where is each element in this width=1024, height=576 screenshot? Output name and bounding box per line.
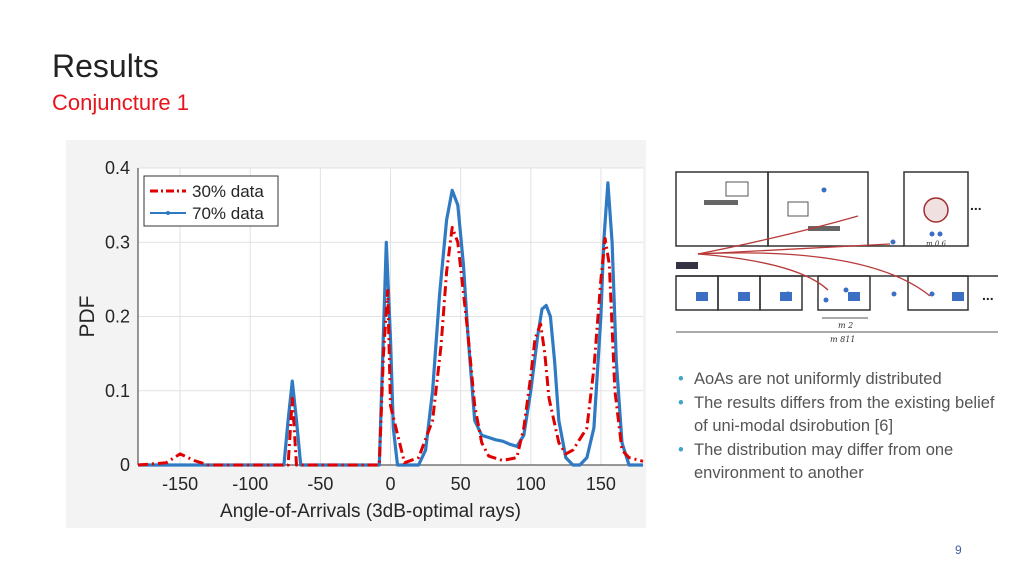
office-4 bbox=[817, 275, 871, 311]
page-number: 9 bbox=[955, 543, 962, 557]
ellipsis-lower: ... bbox=[982, 287, 994, 303]
whiteboard-icon bbox=[787, 201, 809, 217]
chair-icon bbox=[780, 292, 792, 301]
user-dot bbox=[937, 231, 943, 237]
pdf-chart: -150 -100 -50 0 50 100 150 0 0.1 0.2 0.3 0.4 Angle-o… bbox=[66, 140, 646, 528]
slide-title: Results bbox=[52, 48, 159, 84]
dimension-room-label: m 0 6 bbox=[926, 240, 947, 248]
legend-marker-70 bbox=[166, 211, 170, 215]
bullet-list: AoAs are not uniformly distributed The r… bbox=[676, 368, 1006, 486]
room-1 bbox=[675, 171, 769, 247]
x-tick-label: 150 bbox=[586, 474, 616, 494]
signal-arrow bbox=[697, 253, 829, 291]
router-icon bbox=[676, 262, 698, 269]
user-dot bbox=[929, 291, 935, 297]
user-dot bbox=[891, 291, 897, 297]
legend-label-70: 70% data bbox=[192, 204, 264, 223]
user-dot bbox=[823, 297, 829, 303]
legend-box bbox=[143, 175, 279, 227]
dimension-large-label: m 811 bbox=[830, 335, 855, 344]
x-tick-label: 100 bbox=[516, 474, 546, 494]
signal-arrow bbox=[697, 252, 931, 297]
series-line-30 bbox=[137, 225, 644, 467]
chair-icon bbox=[952, 292, 964, 301]
office-3 bbox=[759, 275, 803, 311]
bullet-item: The results differs from the existing be… bbox=[676, 392, 1006, 439]
chair-icon bbox=[848, 292, 860, 301]
room-2 bbox=[767, 171, 869, 247]
bullet-item: AoAs are not uniformly distributed bbox=[676, 368, 1006, 392]
y-tick-label: 0 bbox=[120, 455, 130, 475]
x-tick-label: -150 bbox=[162, 474, 198, 494]
slide-subtitle: Conjuncture 1 bbox=[52, 90, 189, 115]
legend-label-30: 30% data bbox=[192, 182, 264, 201]
meeting-table-icon bbox=[923, 197, 949, 223]
series-line-70 bbox=[138, 181, 643, 467]
y-axis-label: PDF bbox=[76, 296, 99, 338]
x-tick-label: 50 bbox=[451, 474, 471, 494]
y-tick-label: 0.1 bbox=[105, 381, 130, 401]
ellipsis-upper: ... bbox=[970, 197, 982, 213]
y-tick-label: 0.2 bbox=[105, 307, 130, 327]
user-dot bbox=[929, 231, 935, 237]
user-dot bbox=[890, 239, 896, 245]
chair-icon bbox=[738, 292, 750, 301]
y-tick-label: 0.4 bbox=[105, 158, 130, 178]
dimension-small-label: m 2 bbox=[838, 321, 853, 330]
x-axis-label: Angle-of-Arrivals (3dB-optimal rays) bbox=[220, 501, 521, 522]
indoor-environment-diagram: m 2 m 811 m 0 6 ... ... bbox=[675, 171, 998, 344]
pdf-chart-svg: -150 -100 -50 0 50 100 150 0 0.1 0.2 0.3 0.4 Angle-o… bbox=[76, 158, 644, 522]
signal-arrow bbox=[697, 215, 859, 255]
office-5 bbox=[907, 275, 969, 311]
user-dot bbox=[843, 287, 849, 293]
x-tick-label: -100 bbox=[232, 474, 268, 494]
room-3 bbox=[903, 171, 969, 247]
user-dot bbox=[821, 187, 827, 193]
y-tick-label: 0.3 bbox=[105, 232, 130, 252]
x-tick-label: -50 bbox=[307, 474, 333, 494]
whiteboard-icon bbox=[725, 181, 749, 197]
desk-icon bbox=[704, 200, 738, 205]
desk-icon bbox=[808, 226, 840, 231]
chair-icon bbox=[696, 292, 708, 301]
x-tick-label: 0 bbox=[385, 474, 395, 494]
bullet-item: The distribution may differ from one env… bbox=[676, 439, 1006, 486]
